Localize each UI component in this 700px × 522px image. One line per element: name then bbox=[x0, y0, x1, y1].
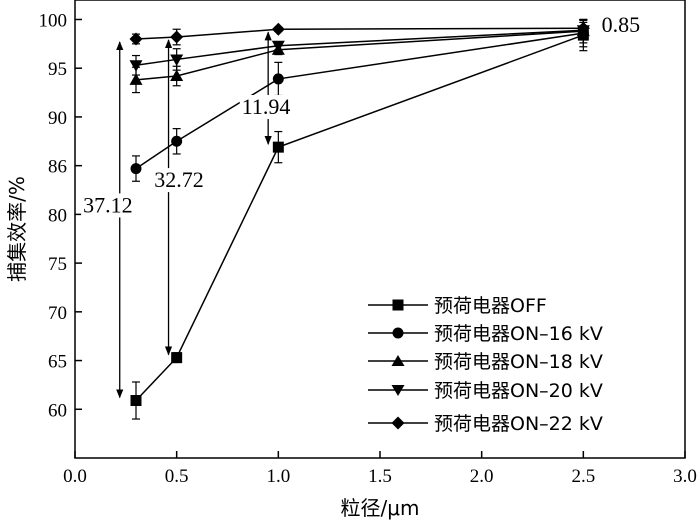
annotation-label: 32.72 bbox=[154, 167, 204, 192]
annotations: 37.12 32.72 11.94 0.85 bbox=[81, 12, 648, 399]
series-4 bbox=[129, 21, 590, 46]
marker-diamond bbox=[271, 22, 285, 36]
axes: 0.0 0.5 1.0 1.5 2.0 2.5 3.0 60 65 70 75 80 86 90 95 100 bbox=[39, 10, 697, 487]
legend-label-off: 预荷电器OFF bbox=[434, 295, 547, 317]
legend: 预荷电器OFF 预荷电器ON–16 kV 预荷电器ON–18 kV 预荷电器ON… bbox=[360, 282, 678, 442]
marker-square bbox=[272, 141, 284, 153]
y-tick-label: 60 bbox=[48, 400, 67, 421]
marker-triangle-down bbox=[129, 60, 143, 72]
x-tick-label: 0.5 bbox=[165, 466, 189, 487]
marker-square bbox=[171, 352, 183, 364]
y-tick-label: 95 bbox=[48, 59, 67, 80]
legend-item-18kv: 预荷电器ON–18 kV bbox=[368, 351, 603, 373]
legend-marker-triangle-down bbox=[391, 385, 405, 396]
y-tick-label: 90 bbox=[48, 108, 67, 129]
x-tick-label: 2.0 bbox=[470, 466, 494, 487]
x-tick-label: 2.5 bbox=[571, 466, 595, 487]
annotation-label: 11.94 bbox=[242, 94, 291, 119]
series-line bbox=[135, 30, 584, 81]
legend-label-18kv: 预荷电器ON–18 kV bbox=[434, 351, 603, 373]
legend-label-16kv: 预荷电器ON–16 kV bbox=[434, 323, 603, 345]
annotation-label-bg bbox=[152, 168, 212, 193]
legend-item-20kv: 预荷电器ON–20 kV bbox=[368, 380, 603, 402]
y-tick-label: 65 bbox=[48, 352, 67, 373]
annotation-label: 0.85 bbox=[602, 12, 641, 37]
marker-diamond bbox=[170, 30, 184, 44]
series-layer bbox=[129, 18, 590, 420]
y-tick-label: 80 bbox=[48, 205, 67, 226]
marker-triangle-up bbox=[129, 73, 143, 85]
annotation-label-bg bbox=[81, 193, 141, 218]
legend-marker-circle bbox=[392, 327, 404, 339]
marker-circle bbox=[272, 73, 284, 85]
annotation-label-bg bbox=[599, 13, 648, 38]
x-tick-label: 1.5 bbox=[368, 466, 392, 487]
legend-marker-triangle-up bbox=[391, 355, 405, 366]
series-line bbox=[135, 29, 584, 67]
legend-box bbox=[360, 282, 678, 442]
legend-marker-diamond bbox=[391, 416, 405, 430]
x-tick-label: 1.0 bbox=[266, 466, 290, 487]
marker-square bbox=[130, 395, 142, 407]
marker-triangle-up bbox=[170, 69, 184, 82]
y-tick-label: 75 bbox=[48, 254, 67, 275]
marker-triangle-down bbox=[170, 54, 184, 66]
legend-item-22kv: 预荷电器ON–22 kV bbox=[368, 413, 603, 435]
marker-circle bbox=[171, 135, 183, 147]
series-line bbox=[135, 27, 584, 40]
series-line bbox=[135, 32, 584, 170]
marker-circle bbox=[130, 163, 142, 175]
marker-diamond bbox=[129, 32, 143, 46]
marker-triangle-down bbox=[271, 40, 285, 53]
y-tick-label: 100 bbox=[39, 10, 68, 31]
annotation-label: 37.12 bbox=[83, 192, 133, 217]
y-axis-title: 捕集效率/% bbox=[5, 176, 29, 282]
y-tick-label: 86 bbox=[48, 157, 67, 178]
marker-diamond bbox=[576, 21, 590, 35]
legend-marker-square bbox=[392, 299, 404, 311]
legend-item-off: 预荷电器OFF bbox=[368, 295, 547, 317]
legend-label-20kv: 预荷电器ON–20 kV bbox=[434, 380, 603, 402]
legend-item-16kv: 预荷电器ON–16 kV bbox=[368, 323, 603, 345]
legend-label-22kv: 预荷电器ON–22 kV bbox=[434, 413, 603, 435]
series-line bbox=[135, 34, 584, 402]
y-tick-label: 70 bbox=[48, 303, 67, 324]
x-axis-title: 粒径/μm bbox=[341, 496, 420, 520]
annotation-label-bg bbox=[239, 95, 299, 120]
x-tick-label: 0.0 bbox=[63, 466, 87, 487]
x-tick-label: 3.0 bbox=[673, 466, 697, 487]
